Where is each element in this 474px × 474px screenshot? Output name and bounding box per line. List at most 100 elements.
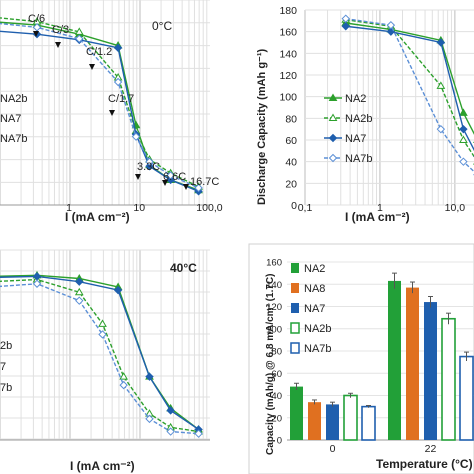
y-tick-label: 80	[285, 113, 297, 125]
data-point-NA7b	[194, 183, 203, 193]
data-point-NA7b	[194, 429, 203, 438]
panel2-grid	[304, 9, 474, 206]
legend-swatch-NA2b	[290, 322, 300, 334]
bar-NA8-0	[308, 402, 321, 440]
data-point-NA7b	[131, 132, 141, 141]
rate-label: 6.6C	[163, 171, 186, 183]
data-point-NA7b	[459, 157, 468, 166]
legend-label-NA2b: NA2b	[304, 323, 332, 335]
rate-arrow	[55, 42, 61, 48]
legend-label-NA7b: NA7b	[304, 343, 332, 355]
x-tick-label: 22	[425, 443, 437, 455]
data-point-NA7	[341, 22, 350, 31]
data-point-NA2b	[459, 135, 468, 143]
data-point-NA7	[32, 272, 42, 281]
legend-label-NA2b: NA2b	[345, 113, 373, 125]
data-point-NA7b	[32, 279, 42, 288]
rate-arrow	[89, 64, 95, 70]
panel2-legend: NA2 NA2b NA7 NA7b	[324, 93, 373, 165]
data-point-NA7b	[75, 34, 84, 43]
rate-arrow	[109, 110, 115, 116]
y-tick-label: 40	[285, 157, 297, 169]
rate-label: 3.3C	[137, 161, 160, 173]
y-tick-label: 140	[266, 280, 282, 291]
data-point-NA2b	[98, 319, 107, 327]
y-tick-label: 120	[279, 70, 297, 82]
data-point-NA7	[166, 175, 175, 185]
panel3-series	[0, 270, 203, 438]
rate-label: 16.7C	[190, 176, 219, 188]
data-point-NA2b	[74, 287, 84, 296]
rate-arrow	[162, 180, 168, 186]
legend-label-NA7b: NA7b	[345, 153, 373, 165]
data-point-NA7b	[145, 414, 154, 424]
data-point-NA7b	[119, 380, 128, 390]
legend-label-NA8: NA8	[304, 283, 325, 295]
data-point-NA7	[75, 277, 84, 286]
data-point-NA7	[459, 124, 468, 134]
rate-label: C/6	[28, 13, 45, 25]
y-tick-label: 0	[277, 436, 282, 447]
data-point-NA2	[459, 108, 468, 116]
x-tick-label: 1	[66, 202, 72, 214]
data-point-NA7	[113, 43, 123, 53]
bar-NA2b-22	[441, 317, 456, 441]
panel1-x-ticks: 1 10 100,0	[66, 202, 223, 214]
legend-label-NA7: NA7	[0, 113, 21, 125]
rate-label: C/3	[52, 24, 69, 36]
rate-arrow	[135, 174, 141, 180]
data-point-NA7b	[98, 330, 107, 339]
data-point-NA7b	[166, 427, 175, 436]
series-line-NA7b	[0, 22, 199, 189]
legend-marker-NA7b	[328, 153, 338, 163]
bar-NA2-22	[388, 280, 401, 440]
legend-label-NA7b: NA7b	[0, 133, 28, 145]
panel3-temperature-label: 40°C	[170, 261, 197, 275]
data-point-NA7b	[341, 14, 350, 23]
data-point-NA2b	[74, 27, 84, 35]
data-point-NA7b	[166, 171, 175, 180]
legend-label-NA7: NA7	[345, 133, 366, 145]
panel1-x-axis-label: I (mA cm⁻²)	[65, 210, 130, 224]
panel-discharge-capacity: 0 20 40 60 80 100 120 140 160 180 0,1 1 10,0 NA2 NA2b…	[256, 5, 474, 224]
y-tick-label: 180	[279, 5, 297, 17]
legend-marker-NA7	[328, 133, 338, 143]
panel3-legend: 2b 7 7b	[0, 340, 12, 394]
data-point-NA7b	[386, 20, 396, 30]
data-point-NA7b	[436, 124, 446, 134]
panel2-ticks: 0 20 40 60 80 100 120 140 160 180 0,1 1 10,0	[279, 5, 465, 214]
y-tick-label: 160	[279, 27, 297, 39]
legend-swatch-NA2	[291, 263, 299, 273]
legend-swatch-NA8	[291, 283, 299, 293]
y-tick-label: 60	[285, 135, 297, 147]
x-tick-label: 100,0	[196, 202, 222, 214]
data-point-NA7	[145, 162, 154, 171]
panel1-series	[0, 17, 203, 196]
legend-swatch-NA7	[291, 303, 299, 313]
bar-NA2b-0	[343, 394, 358, 441]
bar-NA2-0	[290, 386, 303, 440]
y-tick-label: 20	[285, 178, 297, 190]
bar-NA7b-22	[459, 355, 474, 441]
rate-label: C/1.2	[86, 46, 112, 58]
data-point-NA7b	[113, 77, 123, 87]
y-tick-label: 140	[279, 48, 297, 60]
panel4-legend: NA2 NA8 NA7 NA2b NA7b	[290, 263, 332, 355]
panel4-ticks: 0 20 40 60 80 100 120 140 160 0 22	[266, 258, 436, 456]
y-tick-label: 100	[266, 324, 282, 335]
data-point-NA7	[436, 38, 446, 47]
data-point-NA2b	[119, 372, 129, 380]
data-point-NA7	[113, 285, 123, 295]
data-point-NA7	[145, 372, 154, 381]
series-line-NA2b	[0, 278, 199, 433]
data-point-NA2b	[436, 81, 446, 89]
rate-arrow	[33, 31, 39, 37]
legend-label: 7b	[0, 382, 12, 394]
rate-label: C/1.7	[108, 93, 134, 105]
series-line-NA7b	[0, 283, 199, 435]
series-line-NA7	[0, 275, 199, 431]
panel4-y-axis-label: Capacity (mAh/g) @ 6.8 mA/cm² (1.7C)	[265, 274, 276, 455]
bar-NA8-22	[406, 287, 419, 440]
